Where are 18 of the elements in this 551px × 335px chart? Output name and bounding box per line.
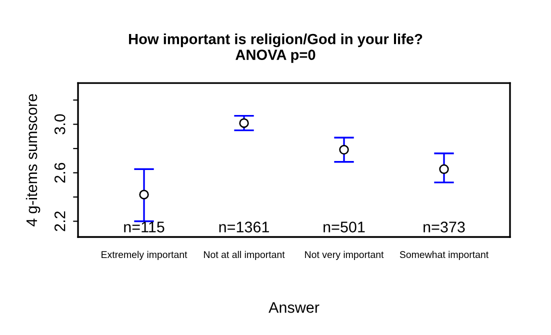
annotation: n=1361 [219,222,269,232]
y-tick-label: 2.2 [54,211,66,232]
point [439,164,449,174]
x-tick-label: Not at all important [204,250,285,260]
x-tick-label: Extremely important [102,250,188,260]
y-axis-title: 4 g-items sumscore [26,94,40,226]
point [239,118,249,128]
y-tick-label: 2.6 [54,162,66,183]
chart-title: How important is religion/God in your life? ANOVA p=0 [129,34,422,63]
annotation: n=115 [124,222,164,232]
annotation: n=501 [324,222,365,232]
point [339,144,349,155]
x-axis-title: Answer [268,302,320,313]
x-tick-label: Not very important [305,250,384,260]
point [139,190,149,200]
annotation: n=373 [424,222,465,232]
y-tick-label: 3.0 [54,114,66,134]
x-tick-label: Somewhat important [400,250,489,260]
